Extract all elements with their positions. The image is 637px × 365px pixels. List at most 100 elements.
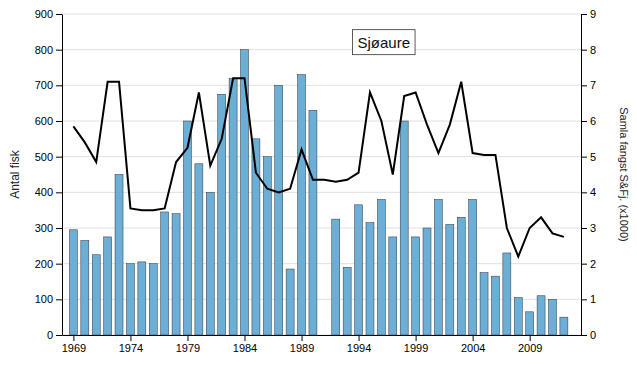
tick-mark <box>581 50 587 51</box>
bar <box>434 199 442 335</box>
tick: 100 <box>35 293 62 305</box>
tick: 1979 <box>176 335 200 354</box>
tick-label: 2009 <box>518 342 542 354</box>
tick-label: 6 <box>590 115 596 127</box>
tick: 1 <box>581 293 596 305</box>
bar <box>69 230 77 335</box>
grid-line <box>62 49 581 50</box>
tick-mark <box>56 228 62 229</box>
bar <box>104 237 112 335</box>
grid-line <box>62 156 581 157</box>
tick-label: 1989 <box>290 342 314 354</box>
bar <box>138 262 146 335</box>
tick: 1994 <box>347 335 371 354</box>
bars <box>69 50 567 335</box>
axis-line <box>62 15 63 336</box>
bar <box>480 273 488 335</box>
bar <box>298 75 306 335</box>
tick-label: 5 <box>590 151 596 163</box>
tick: 900 <box>35 8 62 20</box>
tick-mark <box>581 264 587 265</box>
tick: 700 <box>35 79 62 91</box>
tick-mark <box>530 335 531 341</box>
plot-area <box>69 50 567 335</box>
tick-mark <box>416 335 417 341</box>
y2-axis-title: Samla fangst S&Fj. (x1000) <box>618 107 630 242</box>
tick: 300 <box>35 222 62 234</box>
tick-label: 7 <box>590 79 596 91</box>
bar <box>241 50 249 335</box>
tick: 5 <box>581 151 596 163</box>
bar <box>446 224 454 335</box>
tick: 8 <box>581 44 596 56</box>
tick-label: 200 <box>35 258 53 270</box>
tick-mark <box>581 228 587 229</box>
tick-mark <box>581 121 587 122</box>
tick-label: 800 <box>35 44 53 56</box>
tick: 4 <box>581 186 596 198</box>
y-axis: 0100200300400500600700800900 <box>35 8 63 341</box>
bar <box>332 219 340 335</box>
tick-mark <box>581 299 587 300</box>
line <box>73 78 563 256</box>
bar <box>457 217 465 335</box>
tick: 800 <box>35 44 62 56</box>
tick-mark <box>56 121 62 122</box>
y-axis-title: Antal fisk <box>8 149 22 199</box>
bar <box>412 237 420 335</box>
bar <box>183 121 191 335</box>
tick: 1974 <box>119 335 143 354</box>
tick: 0 <box>47 329 62 341</box>
title-box: Sjøaure <box>353 30 416 55</box>
tick-label: 100 <box>35 293 53 305</box>
bar <box>400 121 408 335</box>
bar <box>526 312 534 335</box>
tick-mark <box>130 335 131 341</box>
tick-mark <box>56 335 62 336</box>
bar <box>377 199 385 335</box>
grid-line <box>62 85 581 86</box>
tick: 0 <box>581 329 596 341</box>
bar <box>548 299 556 335</box>
title-frame <box>353 30 416 55</box>
grid <box>62 14 581 335</box>
tick: 1969 <box>62 335 86 354</box>
tick-label: 0 <box>47 329 53 341</box>
title: Sjøaure <box>358 34 411 51</box>
tick-mark <box>56 192 62 193</box>
tick-label: 400 <box>35 186 53 198</box>
tick-label: 600 <box>35 115 53 127</box>
tick-label: 300 <box>35 222 53 234</box>
tick-mark <box>581 85 587 86</box>
bar <box>149 264 157 335</box>
bar <box>218 94 226 335</box>
bar <box>126 264 134 335</box>
chart: 1969197419791984198919941999200420090100… <box>0 0 637 365</box>
bar <box>195 164 203 335</box>
bar <box>286 269 294 335</box>
bar <box>423 228 431 335</box>
tick: 1989 <box>290 335 314 354</box>
tick-mark <box>56 264 62 265</box>
tick-mark <box>56 85 62 86</box>
tick-mark <box>581 192 587 193</box>
tick-label: 1974 <box>119 342 143 354</box>
grid-line <box>62 192 581 193</box>
y2-axis: 0123456789 <box>581 8 596 341</box>
tick-mark <box>56 50 62 51</box>
tick: 3 <box>581 222 596 234</box>
tick: 400 <box>35 186 62 198</box>
grid-line <box>62 228 581 229</box>
tick-mark <box>581 14 587 15</box>
tick: 1984 <box>233 335 257 354</box>
tick-label: 8 <box>590 44 596 56</box>
tick-mark <box>359 335 360 341</box>
bar <box>206 192 214 335</box>
bar <box>560 317 568 335</box>
axis-line <box>581 15 582 336</box>
bar <box>537 296 545 335</box>
tick-mark <box>187 335 188 341</box>
bar <box>514 298 522 335</box>
tick-label: 3 <box>590 222 596 234</box>
grid-line <box>62 121 581 122</box>
